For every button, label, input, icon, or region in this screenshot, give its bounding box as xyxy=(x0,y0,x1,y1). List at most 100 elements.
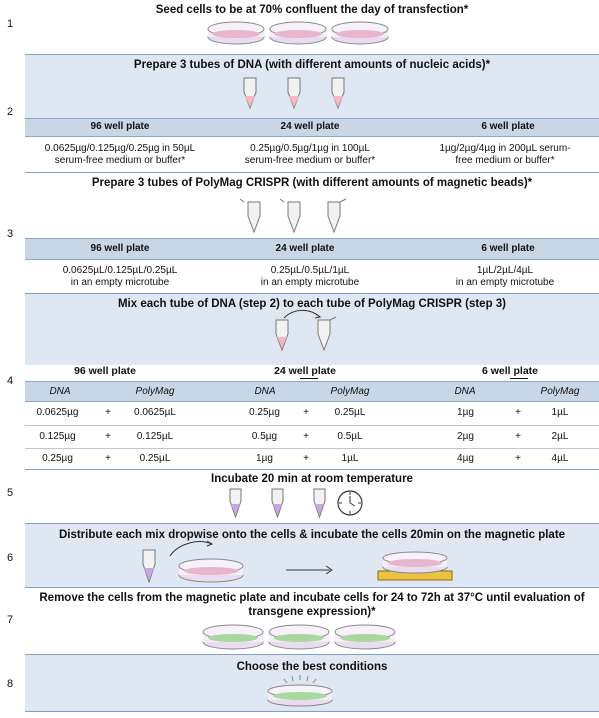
dna-amount: 4µg xyxy=(457,453,474,464)
step-title: Remove the cells from the magnetic plate… xyxy=(39,592,585,604)
polymag-amount: 0.5µL xyxy=(337,431,363,442)
arrow-icon xyxy=(169,540,214,557)
mix-tubes-icon xyxy=(275,309,337,352)
plus-sign: + xyxy=(515,453,521,464)
divider xyxy=(25,293,599,294)
divider xyxy=(25,469,599,470)
dna-tubes-icon xyxy=(243,77,345,110)
plus-sign: + xyxy=(303,431,309,442)
plus-sign: + xyxy=(105,453,111,464)
best-condition-dish-icon xyxy=(267,675,333,707)
amount-text: 0.25µL/0.5µL/1µL xyxy=(270,265,350,276)
plus-sign: + xyxy=(105,431,111,442)
dna-label: DNA xyxy=(49,386,71,397)
polymag-amount: 0.25µL xyxy=(139,453,171,464)
amount-text: in an empty microtube xyxy=(455,277,555,288)
amount-text: serum-free medium or buffer* xyxy=(54,155,186,166)
dna-amount: 0.25µg xyxy=(249,407,280,418)
step-title: Incubate 20 min at room temperature xyxy=(211,473,413,485)
amount-text: 0.0625µg/0.125µg/0.25µg in 50µL xyxy=(44,143,196,154)
distribute-tube-icon xyxy=(142,549,156,584)
divider xyxy=(25,654,599,655)
plus-sign: + xyxy=(303,453,309,464)
culture-dishes-icon xyxy=(207,21,389,45)
plate-header: 6 well plate xyxy=(481,243,535,254)
mix-subheader: DNA PolyMag DNA PolyMag DNA PolyMag xyxy=(25,381,599,403)
plate-header: 24 well plate xyxy=(274,365,336,377)
dna-amount: 2µg xyxy=(457,431,474,442)
amount-text: free medium or buffer* xyxy=(455,155,555,166)
plate-header-row xyxy=(25,238,599,260)
magnetic-plate-icon xyxy=(377,551,453,581)
dna-amount: 0.25µg xyxy=(42,453,73,464)
amount-text: 0.25µg/0.5µg/1µg in 100µL xyxy=(250,143,370,154)
step-title: Choose the best conditions xyxy=(236,661,388,673)
step-number: 6 xyxy=(7,552,14,564)
polymag-label: PolyMag xyxy=(330,386,370,397)
amount-text: 1µg/2µg/4µg in 200µL serum- xyxy=(439,143,571,154)
amount-text: in an empty microtube xyxy=(260,277,360,288)
underline-mark xyxy=(510,378,528,379)
plus-sign: + xyxy=(515,431,521,442)
amount-text: in an empty microtube xyxy=(70,277,170,288)
polymag-label: PolyMag xyxy=(135,386,175,397)
mix-subheader-row xyxy=(25,381,599,402)
step-number: 5 xyxy=(7,487,14,499)
polymag-amount: 1µL xyxy=(551,407,569,418)
plate-header: 96 well plate xyxy=(90,121,150,132)
transfected-dishes-icon xyxy=(202,624,396,650)
dna-amount: 0.125µg xyxy=(39,431,76,442)
step-6-band xyxy=(25,524,599,587)
mix-row: 0.0625µg + 0.0625µL 0.25µg + 0.25µL 1µg … xyxy=(25,402,599,424)
mix-row: 0.25µg + 0.25µL 1µg + 1µL 4µg + 4µL xyxy=(25,448,599,470)
step-title: Distribute each mix dropwise onto the ce… xyxy=(58,529,566,541)
amount-text: 0.0625µL/0.125µL/0.25µL xyxy=(62,265,178,276)
dna-amount: 1µg xyxy=(256,453,273,464)
dna-label: DNA xyxy=(454,386,476,397)
divider xyxy=(25,54,599,55)
step-4-band xyxy=(25,294,599,365)
plate-header: 6 well plate xyxy=(481,121,535,132)
plate-header: 96 well plate xyxy=(74,365,136,377)
step-number: 1 xyxy=(7,18,14,30)
right-arrow-icon xyxy=(286,565,333,575)
step-number: 2 xyxy=(7,106,14,118)
step-title: Mix each tube of DNA (step 2) to each tu… xyxy=(117,298,507,310)
polymag-label: PolyMag xyxy=(540,386,580,397)
amount-text: 1µL/2µL/4µL xyxy=(476,265,534,276)
polymag-amount: 0.0625µL xyxy=(134,407,176,418)
dna-amount: 1µg xyxy=(457,407,474,418)
plus-sign: + xyxy=(515,407,521,418)
divider xyxy=(25,523,599,524)
divider xyxy=(25,172,599,173)
step-title: Prepare 3 tubes of DNA (with different a… xyxy=(133,59,491,71)
step-title: Seed cells to be at 70% confluent the da… xyxy=(155,4,469,16)
mix-row: 0.125µg + 0.125µL 0.5µg + 0.5µL 2µg + 2µ… xyxy=(25,426,599,448)
plate-header: 24 well plate xyxy=(275,243,335,254)
step-number: 7 xyxy=(7,614,14,626)
plus-sign: + xyxy=(303,407,309,418)
polymag-amount: 4µL xyxy=(551,453,569,464)
underline-mark xyxy=(300,378,318,379)
step-title-continued: transgene expression)* xyxy=(248,606,376,618)
polymag-amount: 2µL xyxy=(551,431,569,442)
amount-text: serum-free medium or buffer* xyxy=(244,155,376,166)
row-divider xyxy=(25,425,599,426)
step-title: Prepare 3 tubes of PolyMag CRISPR (with … xyxy=(91,177,533,189)
row-divider xyxy=(25,448,599,449)
dna-label: DNA xyxy=(254,386,276,397)
plate-header-row xyxy=(25,118,599,137)
step-number: 3 xyxy=(7,228,14,240)
divider xyxy=(25,711,599,712)
plate-header: 24 well plate xyxy=(280,121,340,132)
step-number: 8 xyxy=(7,678,14,690)
plate-header: 96 well plate xyxy=(90,243,150,254)
step-2-band xyxy=(25,55,599,119)
incubation-tubes-icon xyxy=(229,488,326,519)
dna-amount: 0.5µg xyxy=(251,431,278,442)
plate-header: 6 well plate xyxy=(481,365,539,377)
divider xyxy=(25,587,599,588)
polymag-amount: 0.25µL xyxy=(334,407,366,418)
step-number: 4 xyxy=(7,375,14,387)
culture-dish-icon xyxy=(178,558,244,583)
